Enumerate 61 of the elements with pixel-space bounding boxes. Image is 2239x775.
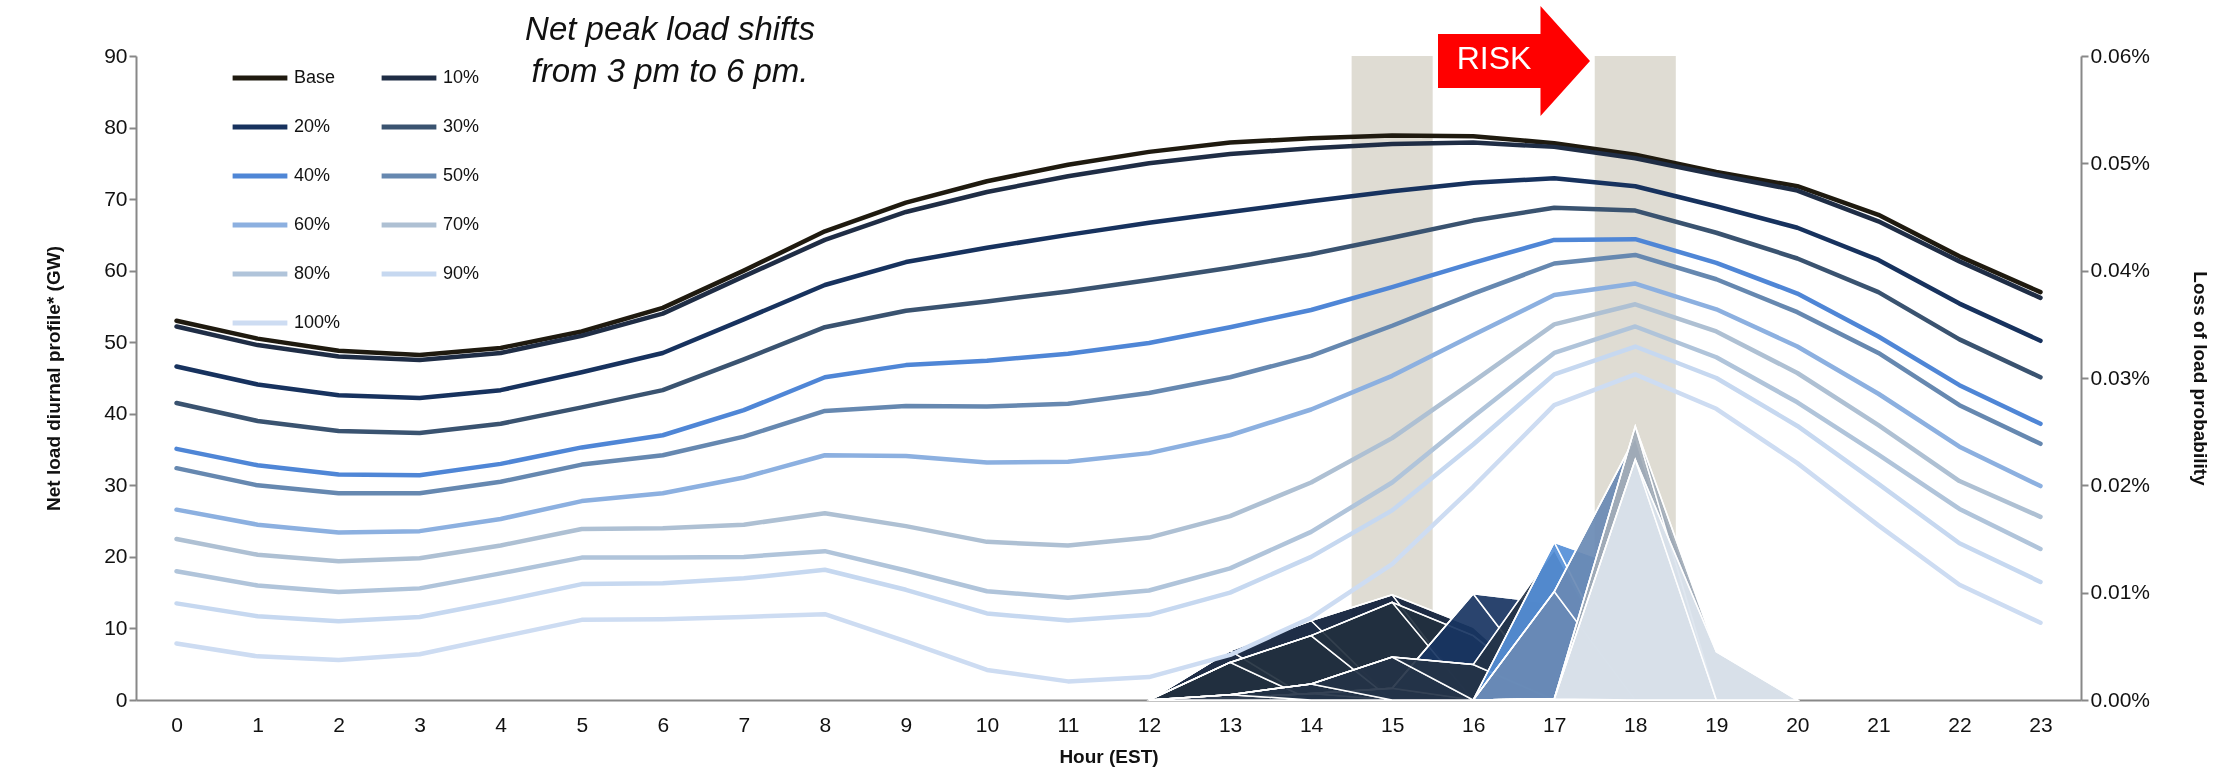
annotation: Net peak load shifts from 3 pm to 6 pm. [524, 9, 816, 91]
y-tick-label: 20 [104, 544, 128, 568]
x-tick-label: 10 [975, 712, 1000, 736]
y-tick-label: 10 [104, 615, 128, 639]
x-tick-label: 21 [1867, 712, 1891, 736]
y2-tick-label: 0.04% [2090, 258, 2151, 282]
x-tick-label: 11 [1057, 712, 1080, 736]
legend-label: 60% [294, 214, 331, 234]
x-tick-label: 9 [900, 712, 913, 736]
line-series [174, 372, 2043, 684]
y-tick-label: 70 [104, 186, 128, 210]
y2-tick-label: 0.00% [2090, 687, 2151, 711]
legend-label: 100% [294, 312, 341, 332]
x-tick-label: 12 [1137, 712, 1162, 736]
annotation: RISK [1455, 40, 1533, 77]
y-tick-label: 40 [104, 401, 128, 425]
y-tick-label: 0 [115, 687, 128, 711]
x-tick-label: 6 [657, 712, 670, 736]
x-tick-label: 1 [252, 712, 264, 736]
x-tick-label: 2 [333, 712, 345, 736]
legend-label: 90% [443, 263, 480, 283]
x-tick-label: 5 [576, 712, 589, 736]
x-tick-label: 0 [171, 712, 183, 736]
legend-label: Base [294, 67, 336, 87]
y2-tick-label: 0.01% [2090, 580, 2151, 604]
y2-tick-label: 0.06% [2090, 43, 2151, 67]
x-tick-label: 4 [495, 712, 508, 736]
y-tick-label: 60 [104, 258, 128, 282]
legend-label: 10% [443, 67, 480, 87]
legend-label: 80% [294, 263, 331, 283]
legend-label: 20% [294, 116, 331, 136]
y-axis-title: Net load diurnal profile* (GW) [43, 246, 65, 511]
x-tick-label: 20 [1786, 712, 1810, 736]
y-tick-label: 80 [104, 115, 128, 139]
legend-label: 70% [443, 214, 480, 234]
legend-label: 50% [443, 165, 480, 185]
legend-label: 40% [294, 165, 331, 185]
y-tick-label: 30 [104, 472, 128, 496]
y2-tick-label: 0.03% [2090, 365, 2151, 389]
legend-label: 30% [443, 116, 480, 136]
x-tick-label: 17 [1543, 712, 1567, 736]
x-tick-label: 7 [738, 712, 751, 736]
y2-tick-label: 0.05% [2090, 150, 2151, 174]
x-axis-title: Hour (EST) [1059, 745, 1159, 767]
y-tick-label: 50 [104, 329, 128, 353]
line-series [174, 302, 2043, 564]
y2-axis-title: Loss of load probability [2190, 271, 2212, 487]
line-series [174, 205, 2043, 436]
x-tick-label: 23 [2029, 712, 2053, 736]
x-tick-label: 18 [1624, 712, 1648, 736]
x-tick-label: 14 [1299, 712, 1324, 736]
x-tick-label: 16 [1462, 712, 1486, 736]
y-tick-label: 90 [104, 43, 128, 67]
x-tick-label: 15 [1380, 712, 1405, 736]
line-series [174, 281, 2043, 535]
y2-tick-label: 0.02% [2090, 472, 2151, 496]
x-tick-label: 19 [1705, 712, 1729, 736]
x-tick-label: 22 [1948, 712, 1972, 736]
x-tick-label: 8 [819, 712, 832, 736]
x-tick-label: 13 [1218, 712, 1243, 736]
x-tick-label: 3 [414, 712, 426, 736]
